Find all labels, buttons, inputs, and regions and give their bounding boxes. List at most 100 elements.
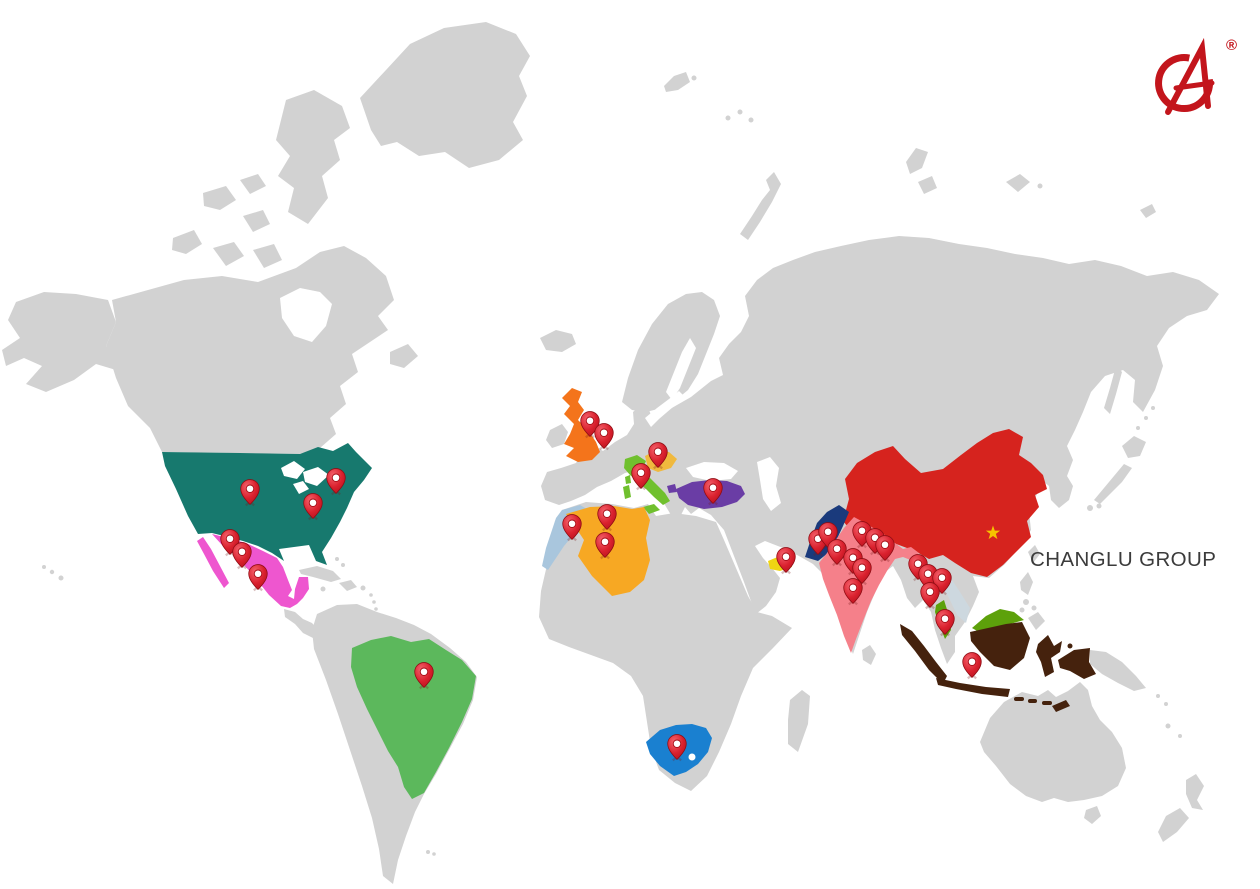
water-baltic-sea [645,391,685,427]
changlu-logo: ® [1155,37,1237,115]
island-antilles [372,600,376,604]
landmass-greenland [360,22,530,168]
landmass-scandinavia [622,292,720,412]
water-lesotho [688,753,696,761]
island-novaya-zemlya [740,172,781,240]
island-fiji [1165,723,1171,729]
water-gulf-bothnia [666,338,696,400]
country-indonesia-sunda [1042,701,1052,705]
island-iceland [540,330,576,352]
island-kuril [1144,416,1148,420]
arctic-island [253,244,282,268]
country-china [843,429,1047,577]
arctic-island [172,230,202,254]
landmass-australia [980,682,1126,802]
water-great-lake [281,461,305,479]
company-label: CHANGLU GROUP [1030,548,1217,571]
logo-letter-a [1165,37,1211,115]
logo-letter-a-crossbar [1173,80,1215,91]
island-sakhalin [1104,366,1122,414]
island-svalbard [664,72,690,92]
island-hokkaido [1122,436,1146,458]
water-great-lake [293,481,309,494]
island-bahamas [335,557,339,561]
arctic-island [240,174,266,194]
island-hawaii [42,565,46,569]
island-hawaii [49,569,55,575]
island-ireland [546,424,568,448]
island-kuril [1136,426,1140,430]
island-severnaya [906,148,928,174]
country-indonesia-papua [1058,648,1096,679]
water-hudson-bay [280,288,332,342]
landmass-eurasia [541,236,1219,664]
highlight-layer [162,388,1096,799]
landmass-baffin [276,90,350,224]
island-mindanao [1028,612,1045,630]
island-honshu [1094,464,1132,504]
water-caspian-sea [757,457,781,511]
island-kuril [1151,406,1155,410]
country-italy-corsica [625,475,631,484]
country-indonesia-kalimantan [970,622,1030,670]
country-indonesia-sunda [1028,699,1037,703]
island-new-siberian [1006,174,1030,192]
water-black-sea [686,462,738,481]
landmass-canada [106,246,394,454]
country-indonesia-maluku [1067,643,1073,649]
island-franz-josef [737,109,743,115]
landmass-newfoundland [390,344,418,368]
island-solomon [1164,702,1168,706]
island-falkland [432,852,436,856]
country-indonesia-timor [1052,700,1070,712]
island-severnaya [918,176,937,194]
water-great-lake [303,467,329,486]
island-kyushu [1087,505,1093,511]
island-antilles [374,607,378,611]
island-solomon [1156,694,1160,698]
country-italy-sicily [643,504,660,514]
island-madagascar [788,690,810,752]
island-bahamas [341,563,345,567]
country-indonesia-sulawesi [1036,635,1062,677]
island-tasmania [1084,806,1101,824]
country-turkey-thrace [667,484,677,493]
island-philippines [1023,599,1029,605]
country-indonesia-sunda [1014,697,1024,701]
island-franz-josef [748,117,754,123]
island-hispaniola [339,580,357,591]
country-malaysia-borneo [972,609,1024,632]
landmass-alaska [2,292,116,392]
china-star [985,525,1001,540]
island-taiwan [1028,545,1040,563]
island-jamaica [320,586,326,592]
island-falkland [426,850,430,854]
country-indonesia-java [936,678,1010,697]
island-new-caledonia [1178,734,1182,738]
country-indonesia-sumatra [900,624,947,684]
island-luzon [1020,572,1033,595]
map-pin-indonesia [961,651,983,680]
island-antilles [369,593,373,597]
country-usa [162,443,372,565]
island-franz-josef [725,115,731,121]
registered-mark: ® [1226,37,1237,54]
island-new-siberian [1037,183,1043,189]
island-hawaii [58,575,64,581]
island-nz-north [1186,774,1204,810]
country-mexico-baja [197,537,229,588]
island-nz-south [1158,808,1189,842]
island-puerto-rico [360,585,366,591]
island-new-guinea-east [1090,650,1146,691]
country-uk [562,388,600,462]
island-wrangel [1140,204,1156,218]
country-italy-sardinia [623,485,631,499]
arctic-island [213,242,244,266]
island-shikoku [1096,503,1102,509]
water-overlays [280,288,781,761]
island-philippines [1031,605,1037,611]
island-sri-lanka [862,645,876,665]
country-brazil [351,636,476,799]
